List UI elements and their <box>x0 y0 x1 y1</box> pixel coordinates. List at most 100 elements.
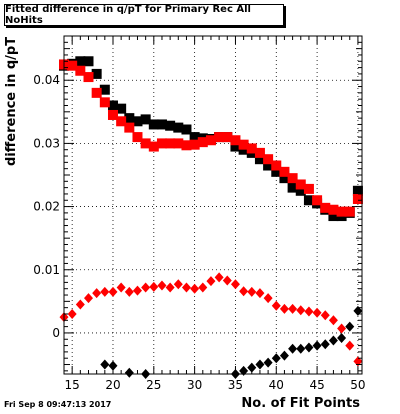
data-point <box>189 139 200 150</box>
x-tick-label: 50 <box>350 378 365 392</box>
data-point <box>67 308 77 319</box>
data-point <box>108 286 118 297</box>
data-point <box>100 286 110 297</box>
data-point <box>271 160 282 171</box>
data-point <box>312 195 323 206</box>
data-markers <box>59 56 363 379</box>
plot-frame <box>63 35 363 375</box>
data-point <box>279 173 290 184</box>
data-point <box>222 132 233 143</box>
data-point <box>255 359 265 370</box>
data-point <box>75 65 86 76</box>
data-point <box>255 288 265 299</box>
data-point <box>287 173 298 184</box>
data-point <box>254 154 265 165</box>
data-point <box>230 141 241 152</box>
data-point <box>140 114 151 125</box>
data-point <box>238 144 249 155</box>
data-point <box>352 193 363 204</box>
data-point <box>100 359 110 370</box>
data-point <box>83 293 93 304</box>
data-point <box>165 120 176 131</box>
data-point <box>148 141 159 152</box>
data-point <box>108 360 118 371</box>
data-point <box>116 282 126 293</box>
data-point <box>99 84 110 95</box>
data-point <box>271 166 282 177</box>
data-point <box>288 343 298 354</box>
data-point <box>336 206 347 217</box>
data-point <box>165 282 175 293</box>
data-point <box>303 183 314 194</box>
data-point <box>345 321 355 332</box>
data-point <box>344 206 355 217</box>
y-tick-label: 0.01 <box>33 263 60 277</box>
x-axis-label: No. of Fit Points <box>241 396 360 411</box>
data-point <box>132 116 143 127</box>
data-point <box>83 72 94 83</box>
data-point <box>157 280 167 291</box>
data-point <box>156 138 167 149</box>
data-point <box>230 279 240 290</box>
data-point <box>156 119 167 130</box>
data-point <box>246 143 257 154</box>
data-point <box>181 124 192 135</box>
data-point <box>141 282 151 293</box>
data-point <box>206 276 216 287</box>
y-tick-label: 0.03 <box>33 136 60 150</box>
x-tick-label: 30 <box>187 378 202 392</box>
data-point <box>304 306 314 317</box>
x-tick-label: 20 <box>105 378 120 392</box>
data-point <box>337 332 347 343</box>
y-tick-label: 0.02 <box>33 200 60 214</box>
data-point <box>83 56 94 67</box>
data-point <box>91 68 102 79</box>
data-point <box>165 138 176 149</box>
data-point <box>295 179 306 190</box>
data-point <box>320 310 330 321</box>
data-point <box>345 340 355 351</box>
data-point <box>189 132 200 143</box>
data-point <box>353 305 363 316</box>
data-point <box>67 60 78 71</box>
data-point <box>214 272 224 283</box>
x-tick-label: 40 <box>269 378 284 392</box>
data-point <box>116 103 127 114</box>
data-point <box>312 307 322 318</box>
data-point <box>181 140 192 151</box>
chart-title: Fitted difference in q/pT for Primary Re… <box>4 4 284 26</box>
x-tick-label: 45 <box>309 378 324 392</box>
data-point <box>328 204 339 215</box>
data-point <box>320 339 330 350</box>
data-point <box>303 195 314 206</box>
data-point <box>132 285 142 296</box>
data-point <box>99 97 110 108</box>
data-point <box>107 109 118 120</box>
y-tick-label: 0 <box>52 326 60 340</box>
data-point <box>263 160 274 171</box>
data-point <box>263 357 273 368</box>
data-point <box>238 139 249 150</box>
axes: 15 20 25 30 35 40 45 50 0 0.01 0.02 0.03 0.04 <box>33 35 366 392</box>
data-point <box>328 211 339 222</box>
data-point <box>353 356 363 367</box>
data-point <box>239 286 249 297</box>
data-point <box>124 113 135 124</box>
data-point <box>295 185 306 196</box>
data-point <box>287 182 298 193</box>
data-point <box>247 362 257 373</box>
data-point <box>197 137 208 148</box>
data-point <box>149 281 159 292</box>
data-point <box>75 56 86 67</box>
data-point <box>279 350 289 361</box>
data-point <box>263 293 273 304</box>
data-point <box>173 279 183 290</box>
y-tick-label: 0.04 <box>33 73 60 87</box>
data-point <box>173 122 184 133</box>
data-point <box>230 135 241 146</box>
data-point <box>205 135 216 146</box>
data-point <box>124 122 135 133</box>
data-point <box>271 353 281 364</box>
data-point <box>279 166 290 177</box>
